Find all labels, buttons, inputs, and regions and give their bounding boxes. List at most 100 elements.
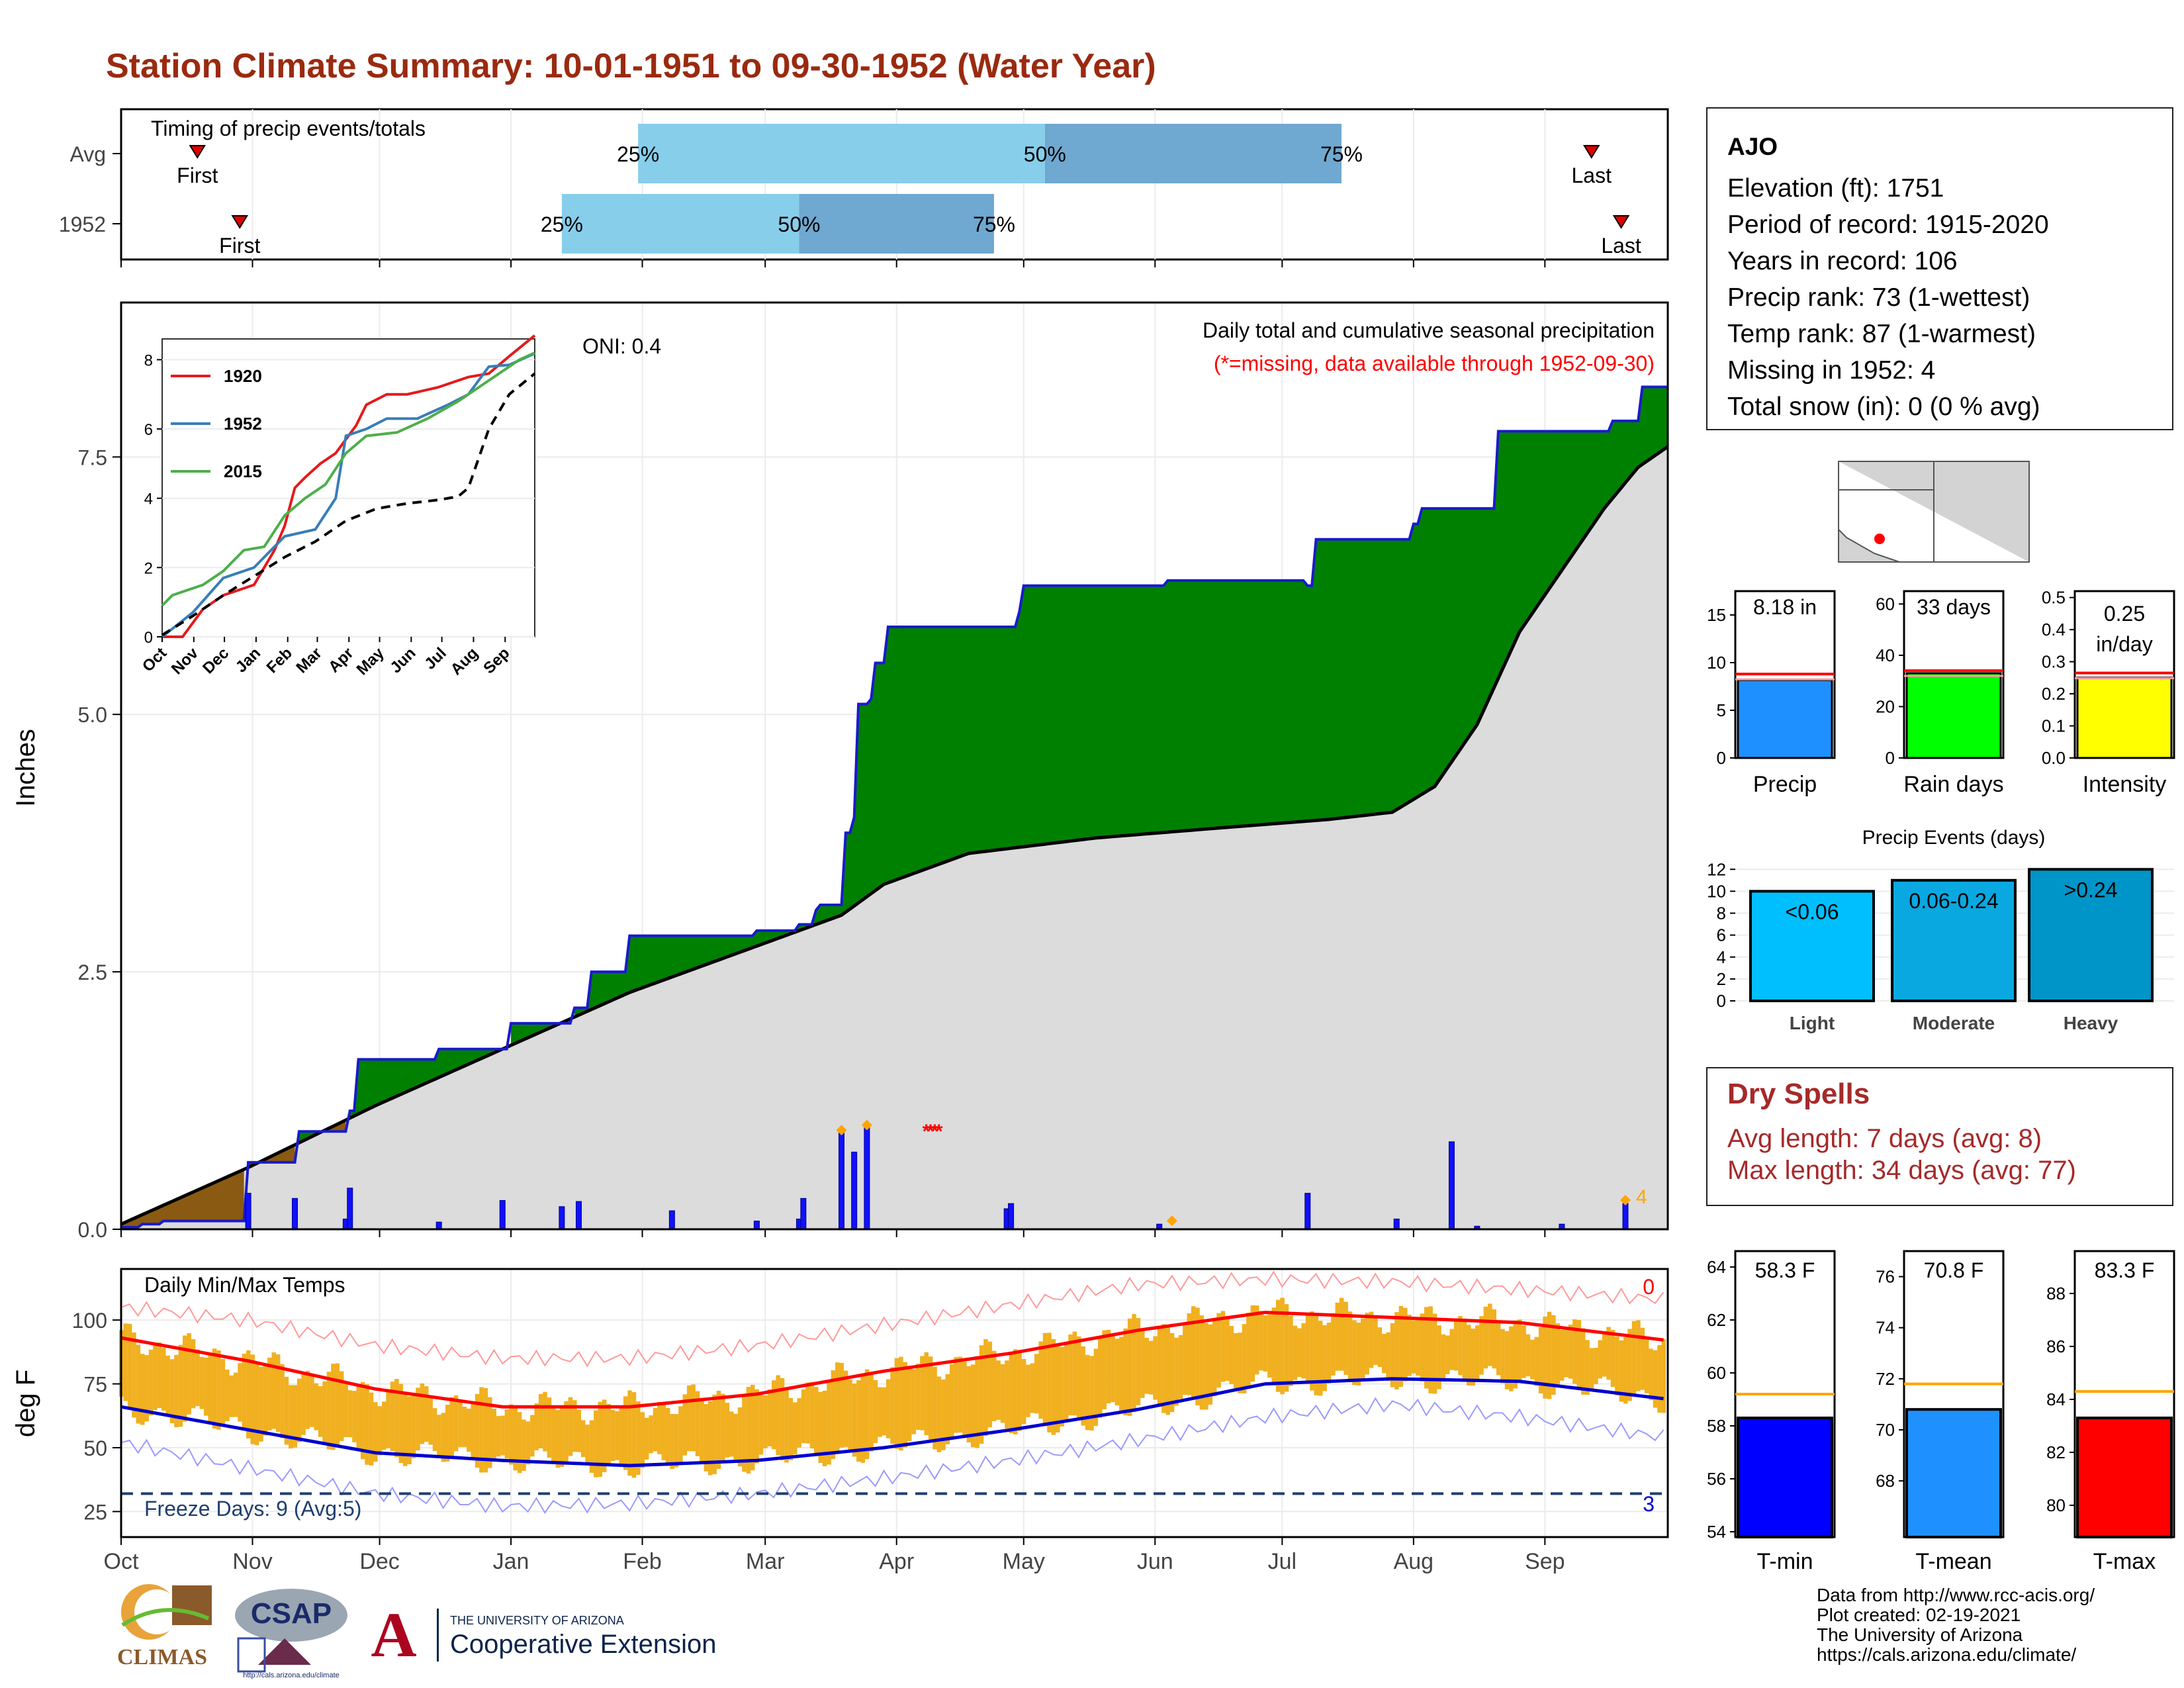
precip-daily-bar: [245, 1193, 251, 1230]
temp-daily-range-bar: [475, 1393, 480, 1468]
temp-daily-range-bar: [407, 1396, 412, 1465]
temp-daily-range-bar: [954, 1357, 958, 1433]
timing-marker-icon: [1582, 145, 1600, 159]
inset-ytick-label: 4: [144, 491, 153, 508]
temp-bar-ytick-label: 54: [1707, 1522, 1726, 1542]
temp-daily-range-bar: [725, 1403, 730, 1458]
temp-daily-range-bar: [1183, 1325, 1187, 1395]
temp-ytick-label: 50: [83, 1436, 107, 1460]
precip-missing-marker: *: [931, 1121, 938, 1143]
precip-ytick-label: 2.5: [78, 961, 107, 984]
temp-average-line: [120, 1377, 1664, 1468]
temp-daily-range-bar: [742, 1396, 747, 1472]
temp-frame: [120, 1268, 1669, 1538]
temp-daily-range-bar: [1458, 1316, 1463, 1376]
temp-daily-range-bar: [402, 1391, 408, 1466]
temp-daily-range-bar: [140, 1354, 145, 1425]
precip-above-average-area: [349, 1049, 503, 1118]
temp-daily-range-bar: [911, 1369, 916, 1434]
temp-daily-range-bar: [1051, 1338, 1056, 1435]
temp-daily-range-bar: [1331, 1313, 1336, 1376]
temp-daily-range-bar: [996, 1360, 1001, 1420]
temp-daily-range-bar: [1627, 1329, 1632, 1401]
temp-daily-range-bar: [1623, 1337, 1628, 1404]
temp-daily-range-bar: [1068, 1334, 1073, 1416]
temp-daily-range-bar: [707, 1401, 713, 1476]
temp-daily-range-bar: [208, 1352, 212, 1424]
temp-daily-range-bar: [1030, 1363, 1035, 1413]
temp-daily-range-bar: [776, 1375, 780, 1455]
temp-daily-range-bar: [928, 1356, 933, 1443]
precip-missing-count: 4: [1636, 1186, 1647, 1208]
temp-daily-range-bar: [1339, 1297, 1344, 1371]
temp-daily-range-bar: [1661, 1339, 1666, 1413]
temp-daily-range-bar: [492, 1409, 496, 1462]
station-location-marker-icon: [1874, 534, 1885, 544]
temp-daily-range-bar: [805, 1382, 810, 1444]
temp-daily-range-bar: [1576, 1320, 1582, 1391]
temp-bar-ytick-label: 80: [2046, 1495, 2066, 1515]
temp-daily-range-bar: [369, 1392, 374, 1466]
mini-bar-charts: 0 5 10 15 8.18 in Precip 0 20 40 60 33 days Rain da…: [1707, 588, 2175, 797]
temp-daily-range-bar: [729, 1411, 734, 1457]
month-label: Sep: [1525, 1549, 1565, 1574]
temp-daily-range-bar: [310, 1376, 314, 1427]
temp-daily-range-bar: [1361, 1318, 1365, 1382]
temp-daily-range-bar: [1343, 1301, 1348, 1375]
temp-daily-range-bar: [216, 1350, 221, 1430]
temp-daily-range-bar: [636, 1401, 641, 1476]
temp-daily-range-bar: [1407, 1315, 1412, 1376]
temp-daily-range-bar: [1005, 1360, 1009, 1429]
temp-daily-range-bar: [479, 1387, 484, 1473]
temp-daily-range-bar: [670, 1413, 674, 1470]
temp-daily-range-bar: [1432, 1313, 1437, 1394]
temp-daily-range-bar: [191, 1339, 196, 1409]
month-label: May: [1003, 1549, 1045, 1574]
footer-line: The University of Arizona: [1817, 1624, 2023, 1645]
temp-daily-range-bar: [924, 1352, 929, 1436]
temp-daily-range-bar: [424, 1386, 429, 1442]
temp-daily-range-bar: [509, 1404, 514, 1465]
temp-daily-range-bar: [165, 1355, 170, 1417]
events-bar: [1891, 878, 2017, 1002]
temp-daily-range-bar: [428, 1396, 433, 1445]
temp-daily-range-bar: [195, 1349, 200, 1407]
temp-daily-range-bar: [212, 1348, 217, 1429]
temp-daily-range-bar: [1216, 1313, 1221, 1388]
temp-daily-range-bar: [496, 1416, 501, 1457]
temp-ytick-label: 75: [83, 1373, 107, 1397]
precip-daily-bar: [1448, 1141, 1455, 1230]
temp-daily-range-bar: [220, 1358, 226, 1427]
precip-daily-bar: [851, 1151, 858, 1230]
precip-missing-note: (*=missing, data available through 1952-…: [1214, 352, 1655, 375]
temp-daily-range-bar: [678, 1406, 683, 1462]
temp-panel: 25 50 75 100 Oct Nov Dec Jan Feb Mar Apr May Jun Jul A…: [11, 1268, 1669, 1574]
temp-daily-range-bar: [246, 1350, 251, 1438]
footer-line: Plot created: 02-19-2021: [1817, 1605, 2021, 1625]
events-ytick-label: 0: [1717, 991, 1726, 1011]
temp-daily-range-bar: [322, 1381, 327, 1445]
temp-daily-range-bar: [835, 1362, 840, 1452]
precip-daily-bar: [1393, 1218, 1400, 1230]
temp-daily-range-bar: [377, 1406, 383, 1456]
climas-logo: CLIMAS: [109, 1579, 215, 1678]
temp-daily-range-bar: [432, 1408, 437, 1452]
temp-daily-range-bar: [551, 1405, 556, 1464]
temp-daily-range-bar: [1462, 1318, 1467, 1382]
footer-line: https://cals.arizona.edu/climate/: [1817, 1644, 2077, 1665]
mini-bar-ytick-label: 10: [1707, 653, 1726, 673]
temp-daily-range-bar: [1233, 1333, 1238, 1389]
temp-daily-range-bar: [716, 1391, 721, 1470]
precip-missing-marker: *: [935, 1121, 943, 1143]
precip-missing-marker: *: [927, 1121, 934, 1143]
ua-name: THE UNIVERSITY OF ARIZONA: [450, 1614, 624, 1627]
temp-daily-range-bar: [1153, 1336, 1158, 1400]
temp-daily-range-bar: [1428, 1306, 1433, 1393]
month-label: Oct: [104, 1549, 139, 1574]
temp-daily-range-bar: [1064, 1341, 1069, 1420]
temp-daily-range-bar: [623, 1396, 628, 1470]
temp-daily-range-bar: [271, 1352, 276, 1429]
precip-daily-bar: [559, 1206, 565, 1230]
temp-daily-range-bar: [682, 1394, 688, 1456]
ua-block-a-icon: A: [371, 1599, 417, 1670]
